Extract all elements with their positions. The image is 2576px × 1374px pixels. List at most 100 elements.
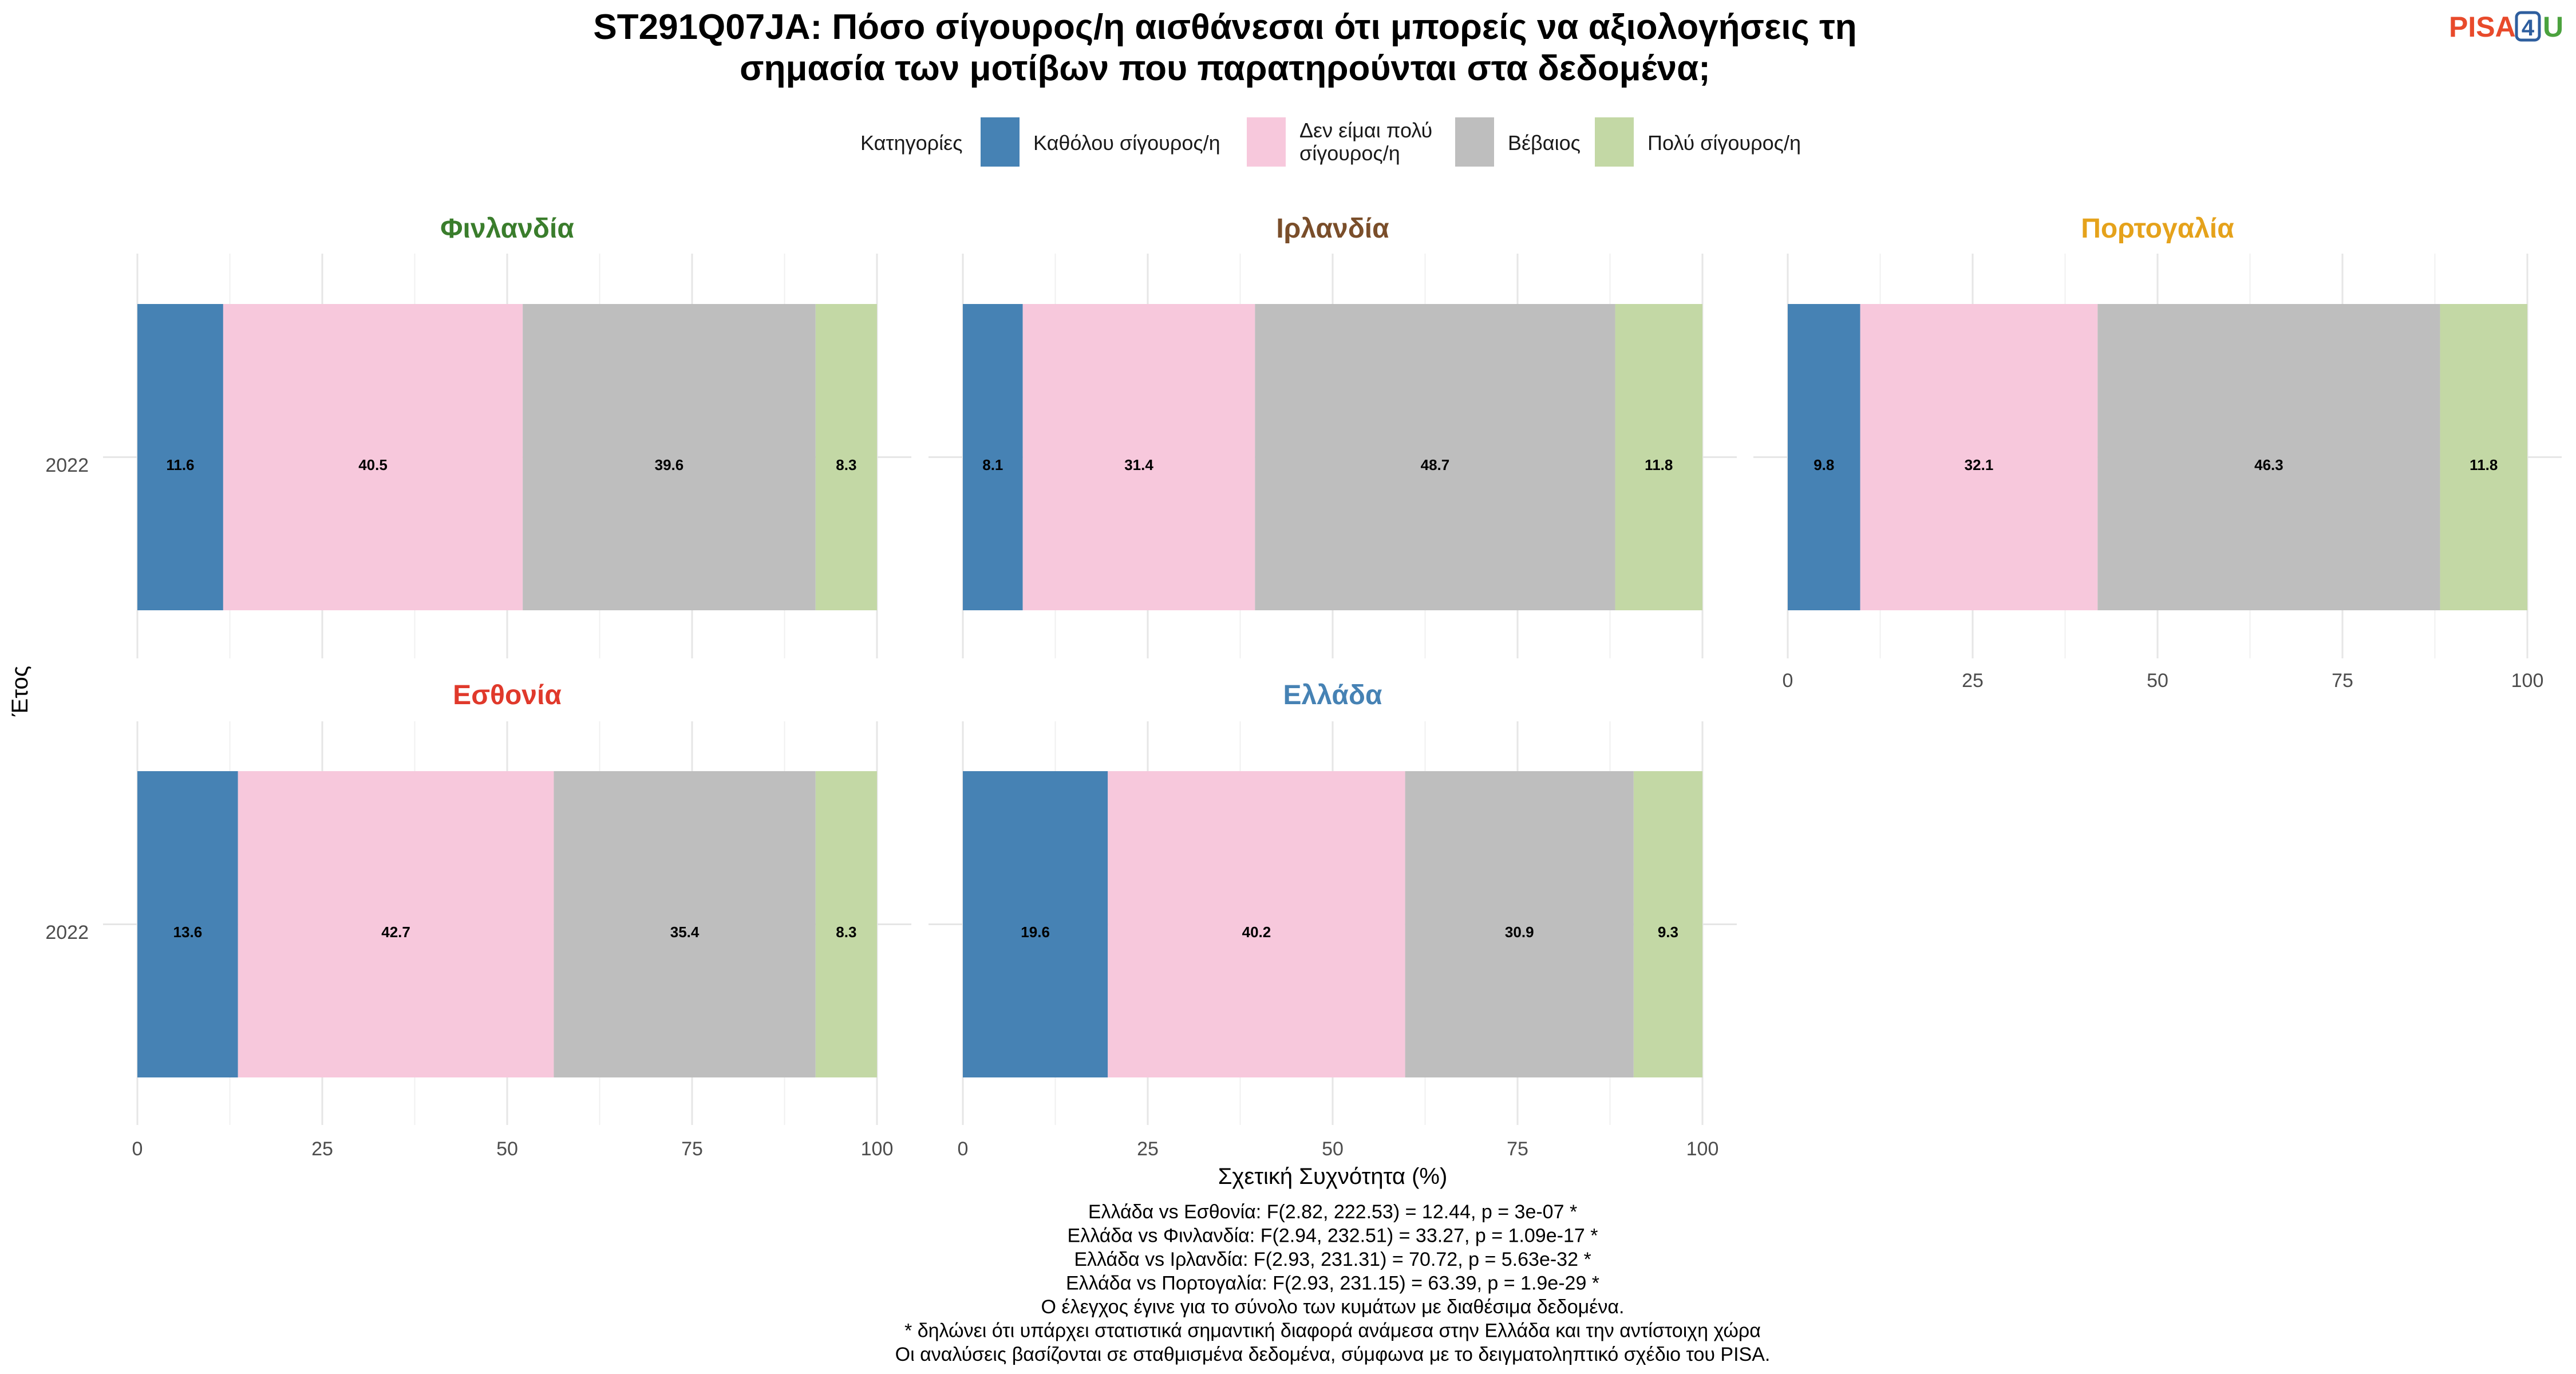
x-tick-label: 100	[861, 1138, 894, 1160]
chart-title-line: ST291Q07JA: Πόσο σίγουρος/η αισθάνεσαι ό…	[593, 7, 1856, 47]
legend-label: Καθόλου σίγουρος/η	[1033, 131, 1220, 155]
facet-panels: Φινλανδία 11.6 40.5 39.6 8.3 2022 Ιρλανδία 8.1 3…	[45, 214, 2562, 1160]
x-tick-label: 50	[496, 1138, 518, 1160]
logo-part-4: 4	[2522, 15, 2535, 41]
panel-title: Πορτογαλία	[2081, 214, 2234, 244]
caption-line: Ελλάδα vs Φινλανδία: F(2.94, 232.51) = 3…	[1068, 1225, 1598, 1247]
caption-line: Ο έλεγχος έγινε για το σύνολο των κυμάτω…	[1041, 1296, 1625, 1318]
panel-title: Ιρλανδία	[1276, 214, 1389, 244]
bar-value-label: 31.4	[1124, 456, 1153, 473]
logo-part-pisa: PISA	[2449, 11, 2516, 43]
panel: Ιρλανδία 8.1 31.4 48.7 11.8	[929, 214, 1737, 658]
chart-title: ST291Q07JA: Πόσο σίγουρος/η αισθάνεσαι ό…	[593, 7, 1856, 88]
caption-line: Οι αναλύσεις βασίζονται σε σταθμισμένα δ…	[895, 1344, 1771, 1365]
bar-segment	[1022, 304, 1255, 610]
bar-segment	[1108, 771, 1405, 1077]
bar-value-label: 8.3	[836, 456, 856, 473]
caption-line: Ελλάδα vs Ιρλανδία: F(2.93, 231.31) = 70…	[1074, 1249, 1591, 1270]
legend-swatch	[1455, 117, 1494, 167]
bar-segment	[554, 771, 816, 1077]
x-tick-label: 75	[2332, 670, 2353, 692]
svg-text:U: U	[2543, 11, 2563, 43]
logo-box	[2515, 11, 2541, 42]
panel-title: Εσθονία	[453, 680, 562, 710]
axis-titles: Σχετική Συχνότητα (%) Έτος	[7, 666, 1447, 1189]
caption-line: Ελλάδα vs Πορτογαλία: F(2.93, 231.15) = …	[1066, 1273, 1599, 1294]
bar-value-label: 9.8	[1814, 456, 1834, 473]
panel: Φινλανδία 11.6 40.5 39.6 8.3 2022	[45, 214, 911, 658]
x-tick-label: 50	[2147, 670, 2168, 692]
bar-segment	[1788, 304, 1860, 610]
x-tick-label: 25	[1137, 1138, 1159, 1160]
legend-swatch	[1247, 117, 1286, 167]
legend-swatch	[1595, 117, 1634, 167]
panel: Πορτογαλία 9.8 32.1 46.3 11.8 0 25 50 75 100	[1753, 214, 2562, 692]
panel-title: Ελλάδα	[1283, 680, 1382, 710]
logo-part-u: U	[2543, 11, 2563, 43]
legend-label: σίγουρος/η	[1299, 141, 1400, 165]
x-tick-label: 75	[1507, 1138, 1528, 1160]
pisa4u-logo: PISA 4 U	[2449, 11, 2563, 43]
x-tick-label: 25	[1962, 670, 1984, 692]
caption-line: Ελλάδα vs Εσθονία: F(2.82, 222.53) = 12.…	[1088, 1201, 1577, 1223]
x-tick-label: 25	[311, 1138, 333, 1160]
bar-value-label: 30.9	[1505, 923, 1534, 941]
bar-segment	[963, 771, 1108, 1077]
legend-title: Κατηγορίες	[860, 131, 963, 155]
legend-label: Βέβαιος	[1508, 131, 1581, 155]
caption-line: * δηλώνει ότι υπάρχει στατιστικά σημαντι…	[904, 1320, 1761, 1342]
bar-value-label: 46.3	[2254, 456, 2283, 473]
panel: Ελλάδα 19.6 40.2 30.9 9.3 0 25 50 75 100	[929, 680, 1737, 1160]
bar-value-label: 9.3	[1658, 923, 1678, 941]
bar-segment	[1615, 304, 1702, 610]
bar-segment	[815, 771, 877, 1077]
svg-text:PISA: PISA	[2449, 11, 2516, 43]
bar-value-label: 8.1	[982, 456, 1003, 473]
bar-segment	[1633, 771, 1702, 1077]
bar-value-label: 40.2	[1242, 923, 1271, 941]
panel: Εσθονία 13.6 42.7 35.4 8.3 2022 0 25 50 75 100	[45, 680, 911, 1160]
bar-value-label: 11.8	[1645, 456, 1673, 473]
panel-title: Φινλανδία	[440, 214, 574, 244]
x-tick-label: 0	[1783, 670, 1793, 692]
bar-segment	[223, 304, 523, 610]
bar-segment	[238, 771, 554, 1077]
bar-segment	[523, 304, 816, 610]
bar-segment	[815, 304, 877, 610]
legend-label: Πολύ σίγουρος/η	[1647, 131, 1801, 155]
bar-segment	[2097, 304, 2440, 610]
bar-segment	[1405, 771, 1634, 1077]
bar-segment	[137, 771, 238, 1077]
x-tick-label: 75	[681, 1138, 703, 1160]
bar-value-label: 39.6	[655, 456, 684, 473]
bar-value-label: 40.5	[358, 456, 388, 473]
y-axis-title: Έτος	[7, 666, 33, 717]
x-tick-label: 50	[1322, 1138, 1344, 1160]
bar-segment	[2440, 304, 2527, 610]
bar-value-label: 32.1	[1965, 456, 1994, 473]
x-axis-title: Σχετική Συχνότητα (%)	[1218, 1164, 1448, 1189]
legend-swatch	[981, 117, 1020, 167]
x-tick-label: 0	[958, 1138, 969, 1160]
legend-label: Δεν είμαι πολύ	[1299, 119, 1432, 142]
bar-value-label: 8.3	[836, 923, 856, 941]
bar-value-label: 11.6	[166, 456, 194, 473]
bar-segment	[1860, 304, 2098, 610]
y-tick-label: 2022	[45, 455, 89, 476]
bar-value-label: 48.7	[1421, 456, 1450, 473]
x-tick-label: 100	[2511, 670, 2544, 692]
x-tick-label: 0	[132, 1138, 143, 1160]
legend: Κατηγορίες Καθόλου σίγουρος/η Δεν είμαι πο…	[860, 117, 1801, 167]
bar-value-label: 35.4	[670, 923, 700, 941]
x-tick-label: 100	[1686, 1138, 1719, 1160]
caption: Ελλάδα vs Εσθονία: F(2.82, 222.53) = 12.…	[895, 1201, 1771, 1365]
bar-value-label: 19.6	[1021, 923, 1050, 941]
bar-value-label: 42.7	[381, 923, 410, 941]
bar-value-label: 11.8	[2470, 456, 2498, 473]
bar-value-label: 13.6	[173, 923, 203, 941]
svg-text:4: 4	[2522, 15, 2535, 41]
bar-segment	[963, 304, 1023, 610]
bar-segment	[1255, 304, 1615, 610]
y-tick-label: 2022	[45, 922, 89, 943]
